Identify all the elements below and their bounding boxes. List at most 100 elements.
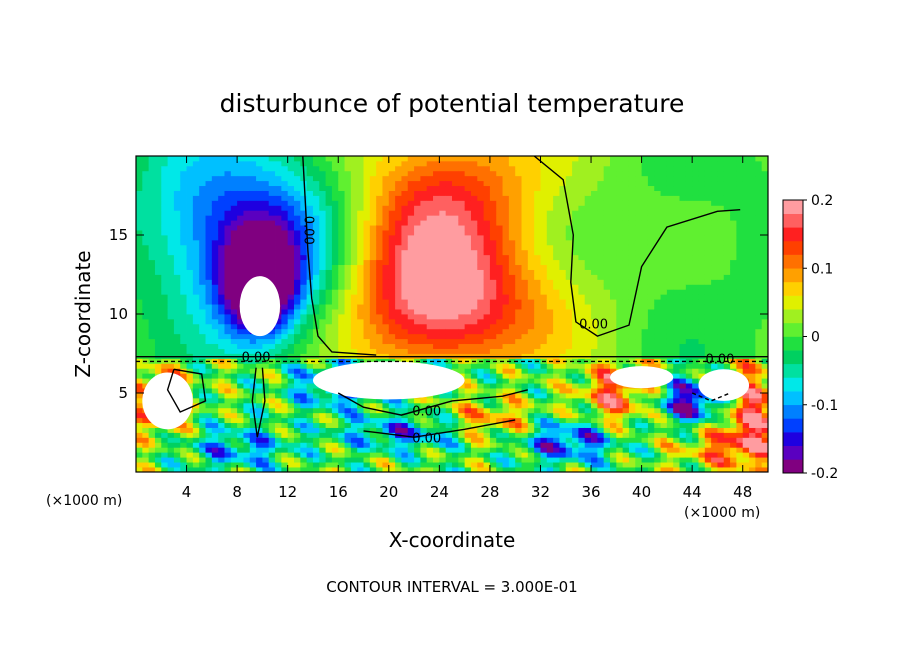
heatmap-cell	[205, 314, 213, 320]
heatmap-cell	[464, 254, 472, 261]
heatmap-cell	[470, 457, 478, 463]
heatmap-cell	[534, 343, 541, 349]
heatmap-cell	[325, 422, 333, 428]
heatmap-cell	[161, 348, 168, 354]
heatmap-cell	[521, 195, 529, 201]
heatmap-cell	[211, 383, 219, 389]
heatmap-cell	[483, 230, 491, 236]
heatmap-cell	[363, 412, 371, 419]
heatmap-cell	[369, 235, 377, 241]
heatmap-cell	[477, 220, 484, 226]
heatmap-cell	[142, 156, 150, 162]
heatmap-cell	[433, 323, 440, 330]
heatmap-cell	[167, 175, 175, 182]
heatmap-cell	[325, 210, 333, 216]
heatmap-cell	[154, 318, 162, 325]
heatmap-cell	[483, 289, 491, 295]
heatmap-cell	[445, 259, 453, 266]
heatmap-cell	[433, 244, 440, 251]
heatmap-cell	[610, 239, 617, 246]
heatmap-cell	[199, 417, 206, 424]
heatmap-cell	[262, 230, 270, 236]
heatmap-cell	[344, 323, 352, 330]
heatmap-cell	[173, 190, 181, 196]
heatmap-cell	[306, 239, 314, 246]
heatmap-cell	[489, 239, 497, 246]
heatmap-cell	[401, 299, 409, 305]
heatmap-cell	[249, 156, 257, 162]
heatmap-cell	[312, 452, 320, 458]
heatmap-cell	[154, 274, 162, 280]
heatmap-cell	[464, 294, 472, 300]
heatmap-cell	[363, 304, 371, 310]
heatmap-cell	[439, 239, 447, 246]
heatmap-cell	[192, 175, 200, 182]
heatmap-cell	[464, 239, 472, 246]
heatmap-cell	[161, 190, 168, 196]
heatmap-cell	[527, 254, 535, 261]
heatmap-cell	[464, 447, 472, 453]
heatmap-cell	[224, 235, 232, 241]
heatmap-cell	[584, 358, 592, 364]
heatmap-cell	[325, 225, 333, 231]
heatmap-cell	[312, 220, 320, 226]
heatmap-cell	[572, 388, 579, 394]
heatmap-cell	[610, 467, 617, 472]
heatmap-cell	[294, 338, 301, 345]
heatmap-cell	[445, 220, 453, 226]
heatmap-cell	[452, 348, 459, 354]
heatmap-cell	[275, 437, 282, 443]
heatmap-cell	[559, 393, 567, 399]
heatmap-cell	[445, 215, 453, 221]
heatmap-cell	[211, 457, 219, 463]
heatmap-cell	[224, 185, 232, 191]
heatmap-cell	[363, 200, 371, 206]
heatmap-cell	[395, 407, 402, 414]
heatmap-cell	[470, 185, 478, 191]
heatmap-cell	[559, 220, 567, 226]
heatmap-cell	[426, 156, 434, 162]
heatmap-cell	[281, 417, 289, 424]
heatmap-cell	[407, 299, 415, 305]
heatmap-cell	[376, 180, 383, 187]
heatmap-cell	[363, 210, 371, 216]
heatmap-cell	[622, 407, 630, 414]
heatmap-cell	[344, 215, 352, 221]
heatmap-cell	[325, 190, 333, 196]
heatmap-cell	[553, 289, 560, 295]
heatmap-cell	[489, 348, 497, 354]
heatmap-cell	[294, 333, 301, 340]
heatmap-cell	[275, 210, 282, 216]
heatmap-cell	[572, 348, 579, 354]
heatmap-cell	[496, 427, 503, 433]
heatmap-cell	[527, 205, 535, 211]
heatmap-cell	[256, 156, 263, 162]
heatmap-cell	[173, 338, 181, 345]
heatmap-cell	[211, 210, 219, 216]
heatmap-cell	[287, 397, 295, 404]
heatmap-cell	[262, 442, 270, 448]
heatmap-cell	[489, 259, 497, 266]
heatmap-cell	[401, 175, 409, 182]
heatmap-cell	[584, 378, 592, 384]
heatmap-cell	[407, 170, 415, 177]
heatmap-cell	[230, 333, 238, 340]
heatmap-cell	[338, 432, 345, 438]
heatmap-cell	[256, 383, 263, 389]
heatmap-cell	[591, 304, 598, 310]
heatmap-cell	[610, 447, 617, 453]
heatmap-cell	[414, 467, 421, 472]
heatmap-cell	[275, 195, 282, 201]
heatmap-cell	[521, 220, 529, 226]
heatmap-cell	[344, 195, 352, 201]
heatmap-cell	[420, 457, 428, 463]
heatmap-cell	[249, 452, 257, 458]
heatmap-cell	[483, 200, 491, 206]
heatmap-cell	[281, 205, 289, 211]
heatmap-cell	[515, 338, 522, 345]
heatmap-cell	[470, 348, 478, 354]
heatmap-cell	[426, 309, 434, 315]
heatmap-cell	[527, 422, 535, 428]
heatmap-cell	[325, 457, 333, 463]
heatmap-cell	[433, 407, 440, 414]
